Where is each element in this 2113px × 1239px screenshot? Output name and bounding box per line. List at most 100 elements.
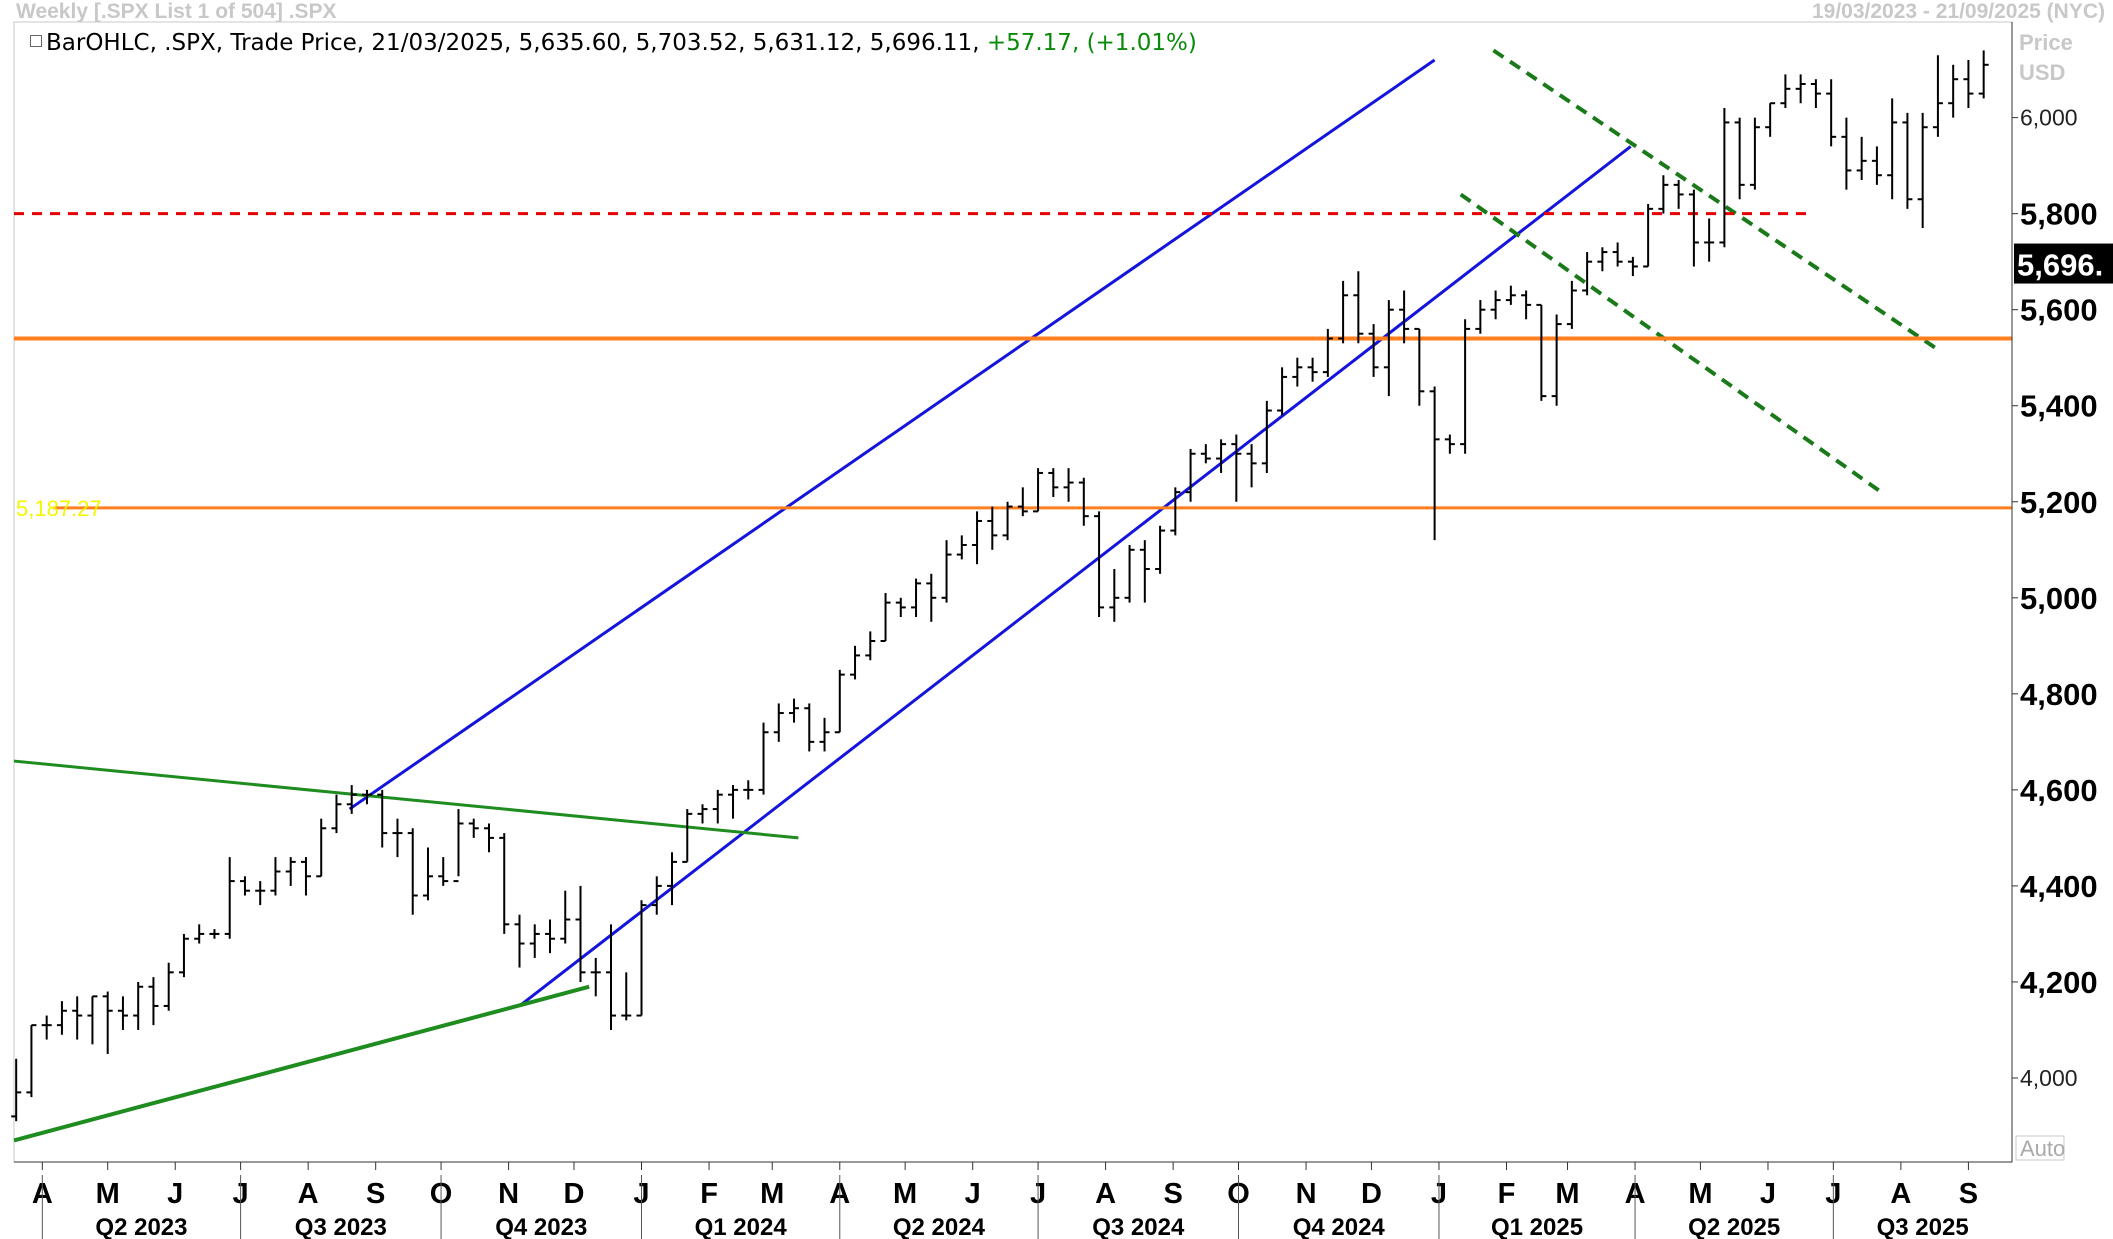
ohlc-bar[interactable] <box>392 818 403 858</box>
ohlc-bar[interactable] <box>316 818 327 878</box>
ohlc-bar[interactable] <box>544 919 555 954</box>
ohlc-bar[interactable] <box>41 1015 52 1040</box>
ohlc-bar[interactable] <box>87 995 98 1045</box>
ohlc-bar[interactable] <box>651 876 662 915</box>
ohlc-bar[interactable] <box>1078 477 1089 526</box>
ohlc-bar[interactable] <box>255 881 266 906</box>
ohlc-bar[interactable] <box>1170 487 1181 536</box>
ohlc-bar[interactable] <box>789 698 800 723</box>
ohlc-bar[interactable] <box>1444 434 1455 454</box>
ohlc-bar[interactable] <box>1810 79 1821 109</box>
ohlc-bar[interactable] <box>1246 444 1257 488</box>
ohlc-bar[interactable] <box>1871 146 1882 185</box>
ohlc-bar[interactable] <box>804 703 815 752</box>
ohlc-bar[interactable] <box>377 789 388 848</box>
ohlc-bar[interactable] <box>606 924 617 1030</box>
ohlc-bar[interactable] <box>178 933 189 978</box>
ohlc-bar[interactable] <box>926 573 937 622</box>
ohlc-bar[interactable] <box>956 535 967 560</box>
triangle-upper-line[interactable] <box>13 759 799 840</box>
ohlc-bar[interactable] <box>575 885 586 982</box>
ohlc-bar[interactable] <box>1109 568 1120 622</box>
ohlc-bar[interactable] <box>1978 50 1989 99</box>
ohlc-bar[interactable] <box>331 794 342 834</box>
ohlc-bar[interactable] <box>682 809 693 863</box>
ohlc-bar[interactable] <box>1139 540 1150 603</box>
ohlc-bar[interactable] <box>941 540 952 603</box>
ohlc-bar[interactable] <box>880 592 891 643</box>
ohlc-bar[interactable] <box>453 809 464 883</box>
ohlc-bar[interactable] <box>865 631 876 661</box>
ohlc-bar[interactable] <box>1597 247 1608 272</box>
auto-scale-button[interactable]: Auto <box>2015 1135 2065 1161</box>
ohlc-bar[interactable] <box>636 900 647 1017</box>
ohlc-bar[interactable] <box>1887 98 1898 200</box>
ohlc-bar[interactable] <box>819 717 830 752</box>
ohlc-bar[interactable] <box>1856 136 1867 181</box>
ohlc-bar[interactable] <box>1353 271 1364 344</box>
ohlc-bar[interactable] <box>1277 367 1288 416</box>
ohlc-bar[interactable] <box>1719 108 1730 248</box>
ohlc-bar[interactable] <box>26 1024 37 1098</box>
ohlc-bar[interactable] <box>1429 386 1440 541</box>
ohlc-bar[interactable] <box>1521 290 1532 320</box>
ohlc-bar[interactable] <box>972 511 983 565</box>
ohlc-bar[interactable] <box>163 962 174 1011</box>
ohlc-bar[interactable] <box>1826 79 1837 147</box>
ohlc-bar[interactable] <box>1536 303 1547 401</box>
ohlc-bar[interactable] <box>11 1058 22 1122</box>
ohlc-bar[interactable] <box>1368 324 1379 377</box>
ohlc-bar[interactable] <box>1383 300 1394 397</box>
ohlc-bar[interactable] <box>1490 290 1501 320</box>
ohlc-bar[interactable] <box>1566 280 1577 329</box>
ohlc-bar[interactable] <box>133 981 144 1030</box>
ohlc-bar[interactable] <box>1643 204 1654 268</box>
ohlc-bar[interactable] <box>895 597 906 618</box>
ohlc-bar[interactable] <box>1749 117 1760 190</box>
lower-channel-line[interactable] <box>518 145 1632 1008</box>
ohlc-bar[interactable] <box>224 857 235 939</box>
ohlc-bar[interactable] <box>773 703 784 742</box>
ohlc-bar[interactable] <box>483 823 494 853</box>
ohlc-bar[interactable] <box>285 857 296 886</box>
ohlc-bar[interactable] <box>1505 285 1516 305</box>
ohlc-bar[interactable] <box>1307 357 1318 382</box>
ohlc-bar[interactable] <box>1627 256 1638 277</box>
ohlc-bar[interactable] <box>499 833 510 934</box>
ohlc-bar[interactable] <box>1795 74 1806 104</box>
ohlc-bar[interactable] <box>1658 175 1669 214</box>
ohlc-bar[interactable] <box>987 506 998 550</box>
ohlc-bar[interactable] <box>438 857 449 886</box>
ohlc-bar[interactable] <box>621 972 632 1021</box>
ohlc-bar[interactable] <box>72 996 83 1040</box>
ohlc-bar[interactable] <box>148 977 159 1026</box>
ohlc-bar[interactable] <box>850 645 861 680</box>
ohlc-bar[interactable] <box>300 857 311 896</box>
ohlc-bar[interactable] <box>712 789 723 824</box>
ohlc-bar[interactable] <box>728 785 739 819</box>
ohlc-bar[interactable] <box>117 996 128 1030</box>
ohlc-bar[interactable] <box>1688 189 1699 267</box>
ohlc-bar[interactable] <box>514 914 525 968</box>
ohlc-bar[interactable] <box>1841 117 1852 190</box>
ohlc-bar[interactable] <box>1261 400 1272 473</box>
ohlc-bar[interactable] <box>1063 468 1074 502</box>
ohlc-bar[interactable] <box>697 804 708 824</box>
ohlc-bar[interactable] <box>1963 60 1974 109</box>
ohlc-bar[interactable] <box>407 828 418 915</box>
ohlc-bar[interactable] <box>422 847 433 901</box>
ohlc-bar[interactable] <box>1048 468 1059 497</box>
ohlc-bar[interactable] <box>1551 314 1562 406</box>
upper-channel-line[interactable] <box>348 58 1436 811</box>
ohlc-bar[interactable] <box>1292 357 1303 387</box>
ohlc-bar[interactable] <box>1094 511 1105 618</box>
ohlc-bar[interactable] <box>1765 102 1776 137</box>
ohlc-bar[interactable] <box>56 1001 67 1035</box>
ohlc-bar[interactable] <box>1033 468 1044 513</box>
downtrend-upper-line[interactable] <box>1492 48 1937 350</box>
ohlc-bar[interactable] <box>1017 487 1028 517</box>
ohlc-bar[interactable] <box>1216 439 1227 473</box>
triangle-lower-line[interactable] <box>13 984 590 1143</box>
ohlc-bar[interactable] <box>1338 280 1349 344</box>
